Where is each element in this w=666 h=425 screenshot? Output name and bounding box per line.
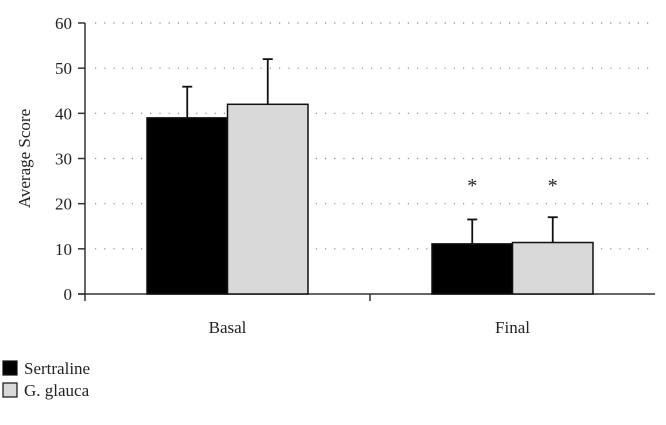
bar-sertraline bbox=[431, 243, 514, 295]
bar-g-glauca bbox=[226, 103, 309, 295]
legend-swatch bbox=[2, 360, 18, 376]
y-tick-label: 60 bbox=[55, 14, 72, 33]
significance-marker: * bbox=[467, 175, 477, 197]
y-tick-label: 50 bbox=[55, 59, 72, 78]
x-tick-label: Final bbox=[495, 318, 530, 337]
bar-sertraline bbox=[146, 117, 229, 295]
y-tick-label: 10 bbox=[55, 240, 72, 259]
significance-marker: * bbox=[548, 175, 558, 197]
y-tick-label: 0 bbox=[64, 285, 73, 304]
y-axis-label: Average Score bbox=[15, 109, 34, 208]
legend-label: Sertraline bbox=[24, 359, 90, 378]
y-tick-label: 40 bbox=[55, 104, 72, 123]
y-tick-label: 30 bbox=[55, 150, 72, 169]
x-tick-label: Basal bbox=[209, 318, 247, 337]
y-tick-label: 20 bbox=[55, 195, 72, 214]
legend-label: G. glauca bbox=[24, 381, 90, 400]
legend-swatch bbox=[2, 382, 18, 398]
bar-g-glauca bbox=[511, 241, 594, 295]
